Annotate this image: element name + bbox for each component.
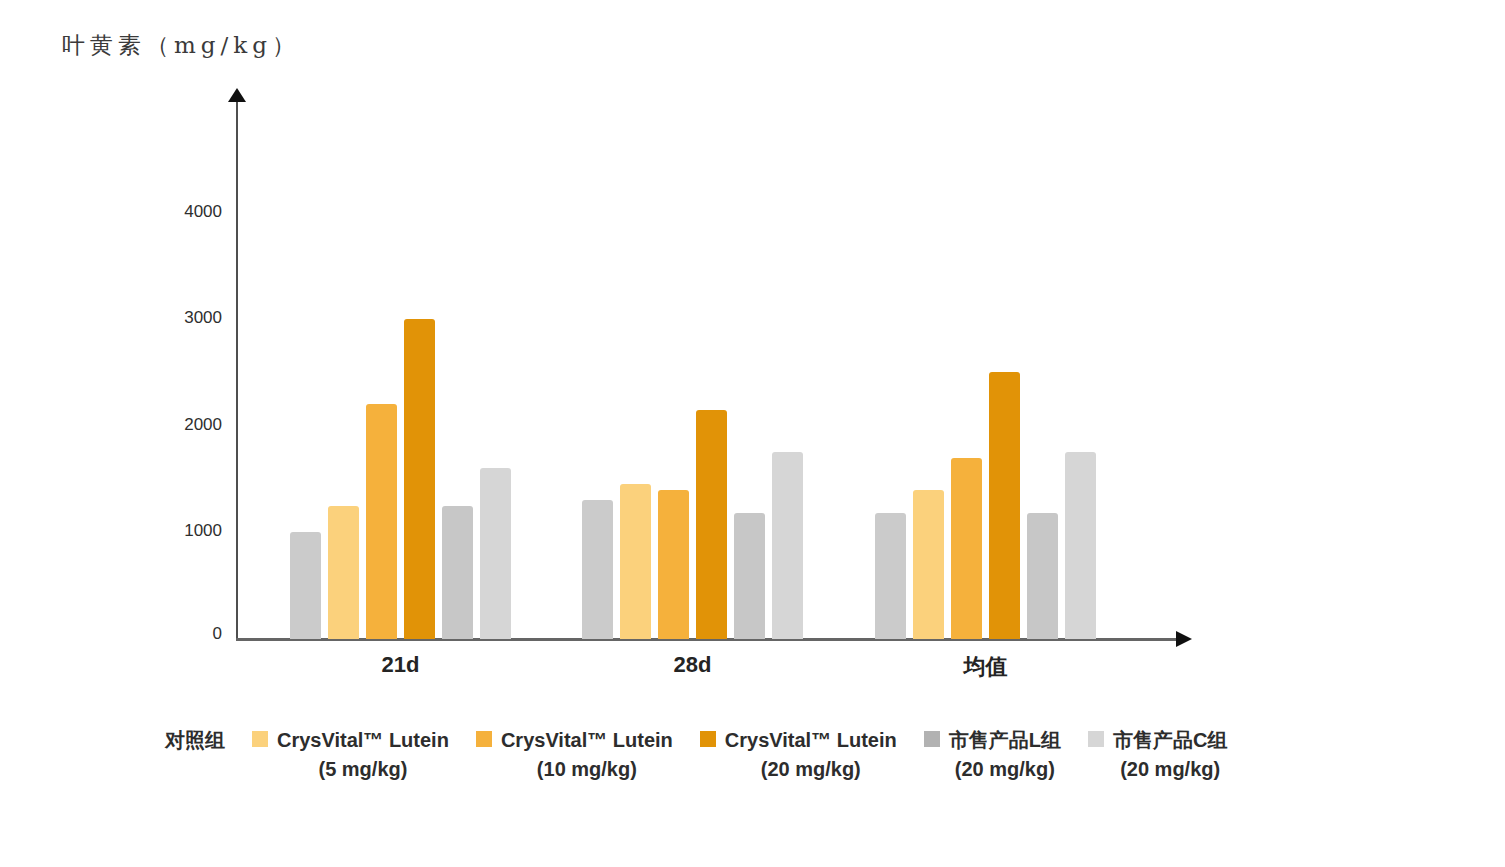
bar-g1-control	[290, 532, 321, 639]
x-axis-label-2: 28d	[582, 652, 803, 678]
bar-g3-market-c	[1065, 452, 1096, 639]
legend-series-name: 市售产品L组	[949, 726, 1061, 755]
bar-g1-cv5	[328, 506, 359, 639]
bar-g2-control	[582, 500, 613, 639]
legend-series-name: CrysVital™ Lutein	[725, 726, 897, 755]
bar-g1-cv10	[366, 404, 397, 639]
bar-g1-market-l	[442, 506, 473, 639]
legend-label-cv5: CrysVital™ Lutein(5 mg/kg)	[277, 726, 449, 784]
x-axis-label-3: 均值	[875, 652, 1096, 682]
y-tick-label-3000: 3000	[150, 308, 222, 328]
legend-label-market-c: 市售产品C组(20 mg/kg)	[1113, 726, 1227, 784]
legend-item-control: 对照组	[165, 726, 225, 755]
bar-chart-page: 叶黄素（mg/kg） 0 1000 2000 3000 4000 21d 28d 均值 对照…	[0, 0, 1505, 867]
bar-g2-market-c	[772, 452, 803, 639]
legend-item-cv5: CrysVital™ Lutein(5 mg/kg)	[252, 726, 449, 784]
bar-g3-market-l	[1027, 513, 1058, 639]
legend-series-dose: (5 mg/kg)	[277, 755, 449, 784]
bar-g2-market-l	[734, 513, 765, 639]
x-axis-label-1: 21d	[290, 652, 511, 678]
legend-item-cv10: CrysVital™ Lutein(10 mg/kg)	[476, 726, 673, 784]
bar-g3-cv10	[951, 458, 982, 639]
legend-series-dose: (20 mg/kg)	[1113, 755, 1227, 784]
chart-title: 叶黄素（mg/kg）	[62, 30, 300, 61]
bar-g1-cv20	[404, 319, 435, 639]
y-tick-label-0: 0	[150, 624, 222, 644]
bar-g3-control	[875, 513, 906, 639]
bar-g1-market-c	[480, 468, 511, 639]
y-tick-label-1000: 1000	[150, 521, 222, 541]
legend-series-name: CrysVital™ Lutein	[277, 726, 449, 755]
legend-swatch-cv20	[700, 731, 716, 747]
bar-g2-cv10	[658, 490, 689, 639]
legend: 对照组CrysVital™ Lutein(5 mg/kg)CrysVital™ …	[165, 726, 1227, 784]
legend-swatch-market-c	[1088, 731, 1104, 747]
y-axis-line	[236, 98, 238, 640]
x-axis-arrow-icon	[1176, 631, 1192, 647]
legend-swatch-cv10	[476, 731, 492, 747]
bar-g3-cv5	[913, 490, 944, 639]
legend-item-market-c: 市售产品C组(20 mg/kg)	[1088, 726, 1227, 784]
legend-series-dose: (20 mg/kg)	[949, 755, 1061, 784]
legend-label-cv10: CrysVital™ Lutein(10 mg/kg)	[501, 726, 673, 784]
bar-g3-cv20	[989, 372, 1020, 639]
legend-series-dose: (10 mg/kg)	[501, 755, 673, 784]
legend-label-control: 对照组	[165, 726, 225, 755]
bar-g2-cv20	[696, 410, 727, 639]
legend-swatch-cv5	[252, 731, 268, 747]
legend-item-market-l: 市售产品L组(20 mg/kg)	[924, 726, 1061, 784]
legend-label-market-l: 市售产品L组(20 mg/kg)	[949, 726, 1061, 784]
legend-series-name: 市售产品C组	[1113, 726, 1227, 755]
y-tick-label-2000: 2000	[150, 415, 222, 435]
legend-item-cv20: CrysVital™ Lutein(20 mg/kg)	[700, 726, 897, 784]
legend-swatch-market-l	[924, 731, 940, 747]
y-axis-arrow-icon	[228, 88, 246, 102]
legend-series-name: CrysVital™ Lutein	[501, 726, 673, 755]
y-tick-label-4000: 4000	[150, 202, 222, 222]
legend-series-name: 对照组	[165, 726, 225, 755]
legend-series-dose: (20 mg/kg)	[725, 755, 897, 784]
bar-g2-cv5	[620, 484, 651, 639]
legend-label-cv20: CrysVital™ Lutein(20 mg/kg)	[725, 726, 897, 784]
